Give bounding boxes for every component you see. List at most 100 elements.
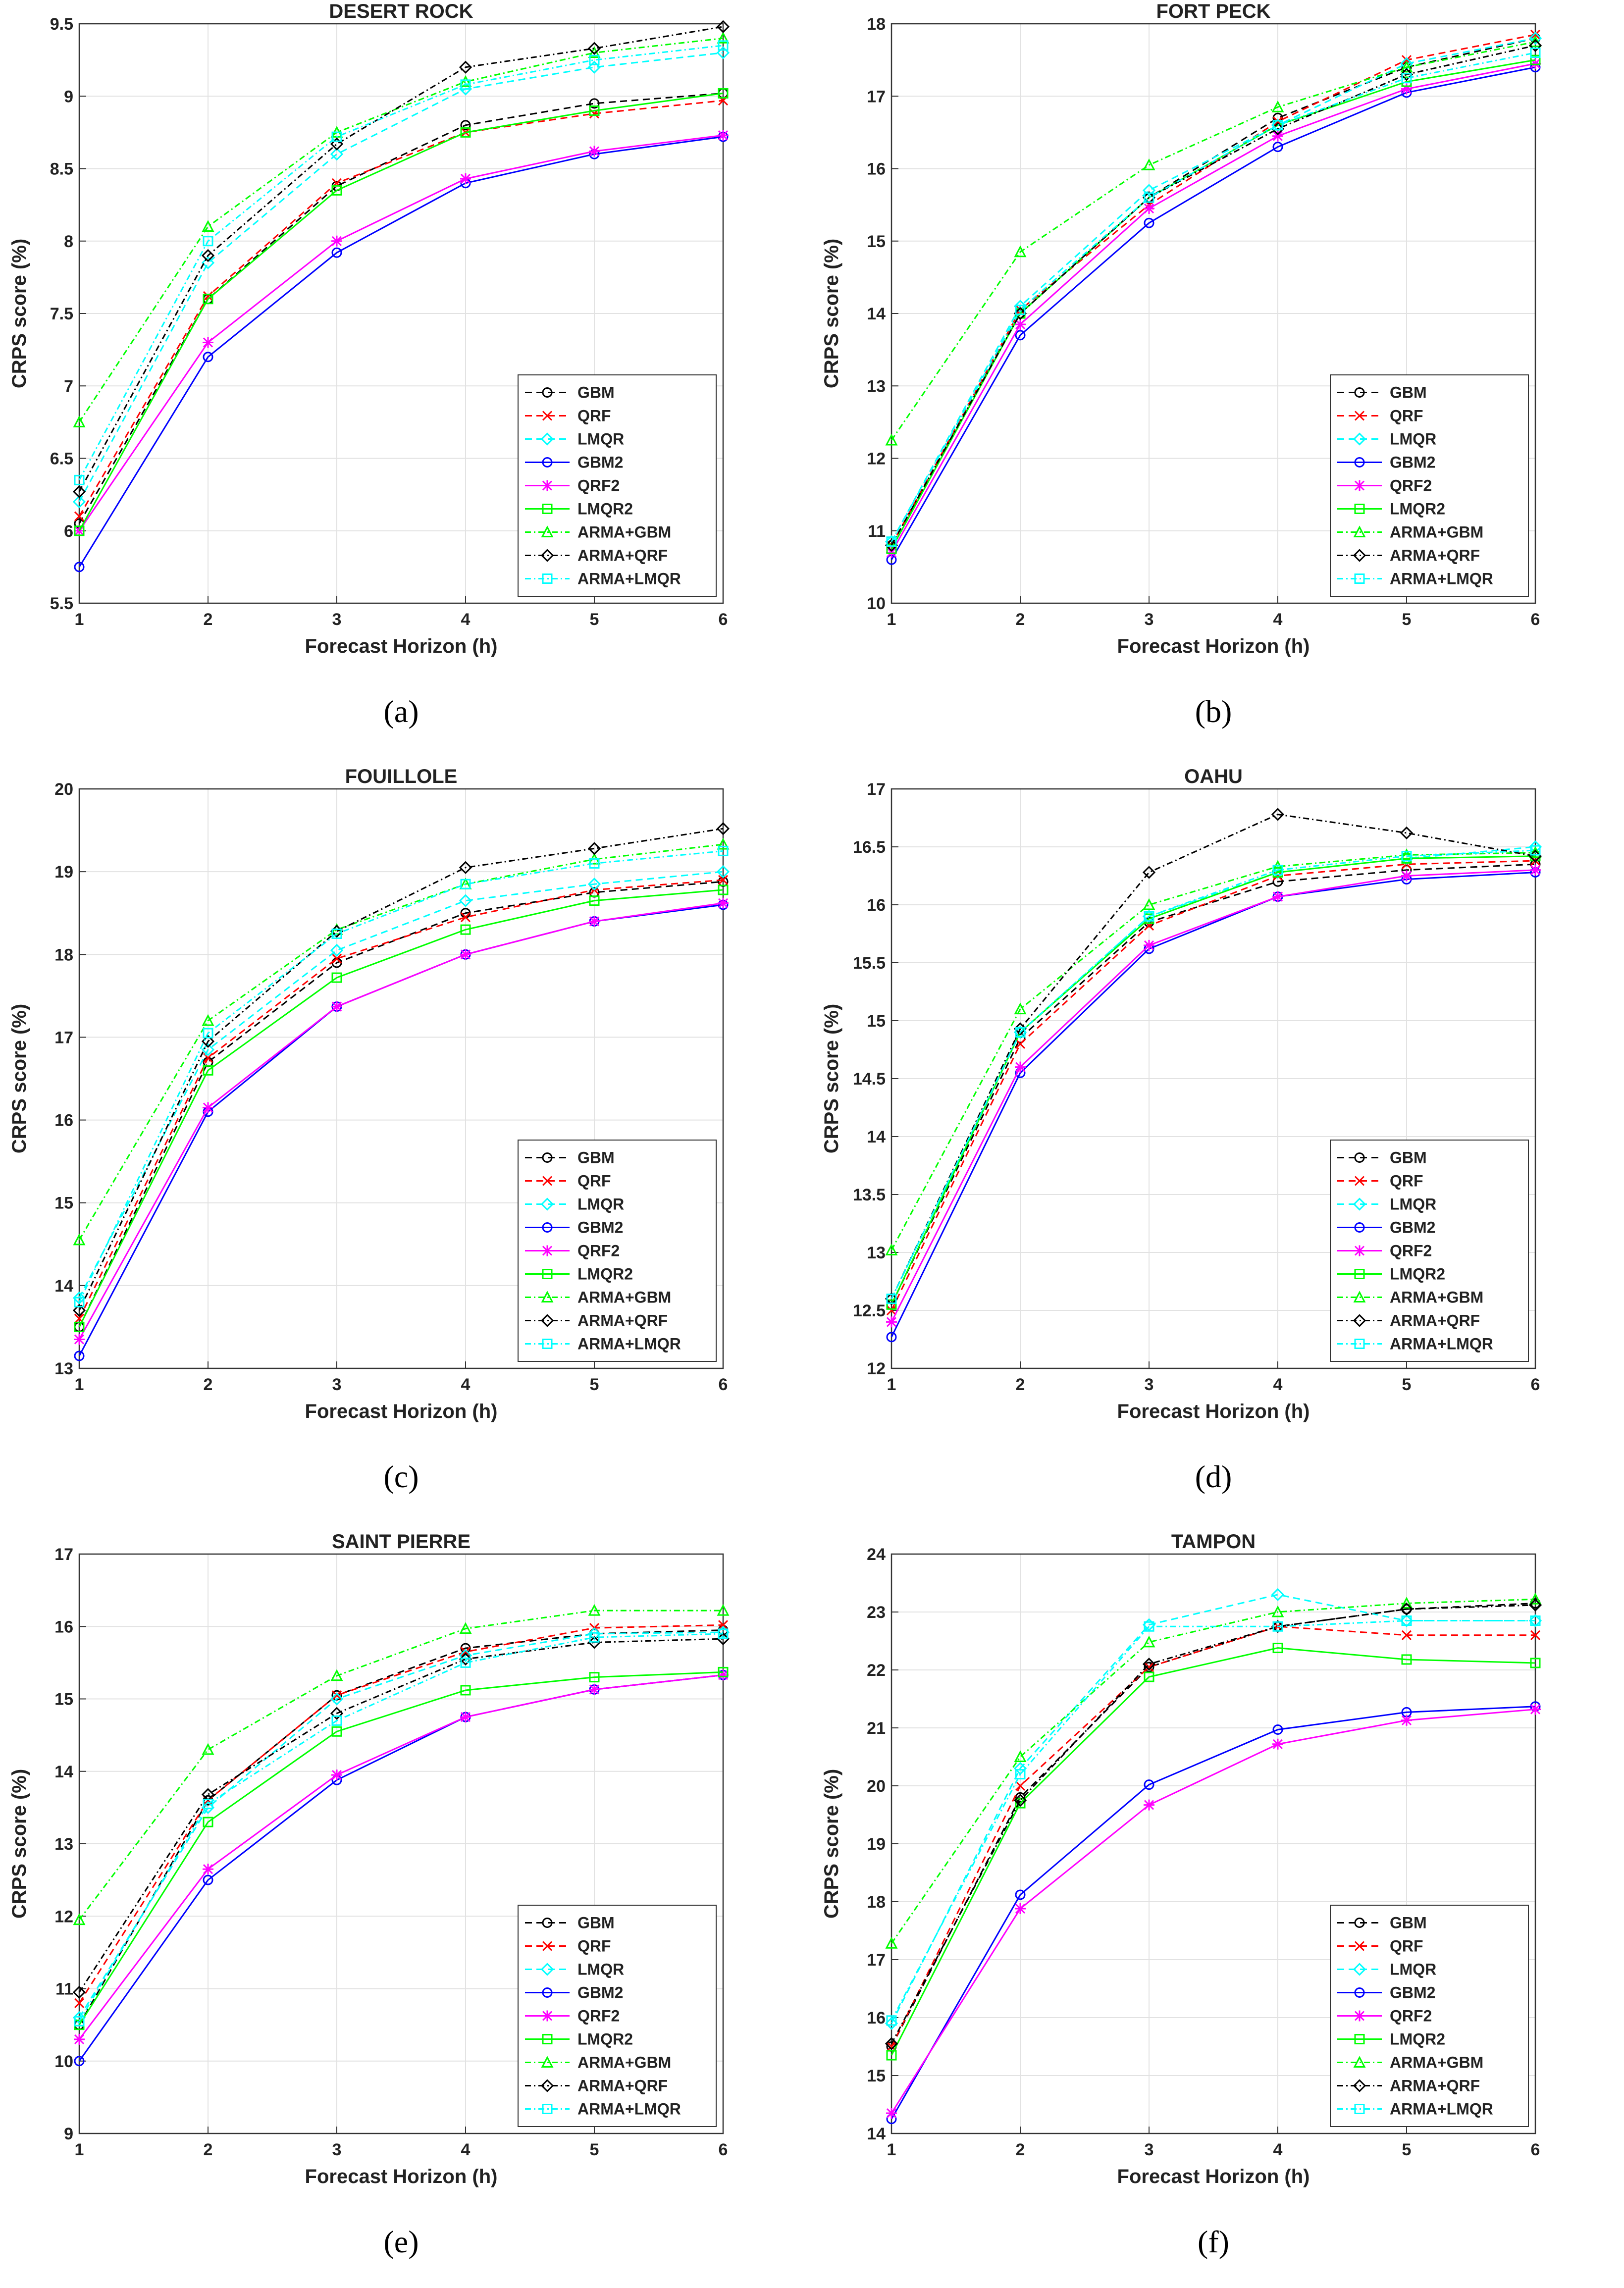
chart-title: FOUILLOLE xyxy=(345,766,458,787)
y-tick-label: 9 xyxy=(64,2125,73,2143)
y-tick-label: 23 xyxy=(867,1603,886,1622)
data-point xyxy=(331,1690,342,1701)
legend-marker xyxy=(542,411,553,421)
legend-label: ARMA+LMQR xyxy=(577,570,681,588)
legend-label: ARMA+QRF xyxy=(1390,1312,1480,1330)
y-axis-label: CRPS score (%) xyxy=(821,239,842,388)
series-lmqr2 xyxy=(886,1643,1541,2061)
data-point xyxy=(72,485,86,498)
data-point xyxy=(460,127,471,138)
axes-box xyxy=(78,788,724,1369)
data-point xyxy=(1530,29,1541,40)
data-point xyxy=(589,1672,600,1683)
data-point xyxy=(589,54,600,65)
series-line xyxy=(78,92,724,531)
series-line xyxy=(891,34,1536,546)
data-point xyxy=(1015,330,1026,341)
x-tick-label: 3 xyxy=(1145,1375,1154,1394)
data-point xyxy=(718,1620,729,1630)
data-point xyxy=(1142,1618,1156,1631)
data-point xyxy=(885,433,898,446)
data-point xyxy=(1143,1635,1155,1648)
data-point xyxy=(459,82,472,96)
legend-marker xyxy=(542,2034,553,2044)
legend-marker xyxy=(1353,1291,1366,1302)
data-point xyxy=(885,1244,898,1255)
series-line xyxy=(78,26,724,492)
series-arma-gbm xyxy=(73,1604,730,1925)
data-point xyxy=(1401,1715,1412,1726)
x-axis-label: Forecast Horizon (h) xyxy=(1117,635,1310,657)
y-tick-label: 21 xyxy=(867,1719,886,1738)
data-point xyxy=(1272,891,1283,902)
data-point xyxy=(718,884,729,895)
legend-label: QRF xyxy=(577,407,611,425)
y-tick-label: 5.5 xyxy=(50,594,73,613)
y-tick-label: 18 xyxy=(54,945,73,964)
y-tick-label: 12.5 xyxy=(853,1301,886,1320)
data-point xyxy=(1272,130,1283,142)
series-line xyxy=(78,889,724,1328)
legend-marker xyxy=(541,1291,554,1302)
x-axis-label: Forecast Horizon (h) xyxy=(305,1401,498,1422)
legend-label: GBM2 xyxy=(1390,1219,1435,1237)
legend-label: ARMA+GBM xyxy=(577,523,671,541)
legend-label: LMQR xyxy=(577,430,624,448)
series-line xyxy=(891,66,1536,560)
data-point xyxy=(1530,54,1541,65)
data-point xyxy=(460,120,471,131)
legend-label: LMQR2 xyxy=(577,2030,633,2048)
legend-label: LMQR2 xyxy=(577,500,633,518)
legend-label: ARMA+LMQR xyxy=(577,1335,681,1353)
legend-label: LMQR2 xyxy=(1390,2030,1445,2048)
y-tick-label: 16.5 xyxy=(853,838,886,857)
series-line xyxy=(78,902,724,1340)
data-point xyxy=(74,525,85,536)
axes-box xyxy=(78,23,724,604)
series-line xyxy=(78,100,724,517)
legend-marker xyxy=(542,1222,553,1233)
data-point xyxy=(1401,1630,1412,1640)
data-point xyxy=(1143,158,1155,170)
data-point xyxy=(1528,1598,1542,1612)
legend-label: ARMA+GBM xyxy=(577,2054,671,2072)
y-tick-label: 10 xyxy=(867,594,886,613)
y-tick-label: 24 xyxy=(867,1545,886,1564)
data-point xyxy=(1144,1662,1154,1672)
series-lmqr2 xyxy=(74,884,729,1332)
y-tick-label: 16 xyxy=(54,1111,73,1130)
data-point xyxy=(886,1316,897,1328)
legend: GBM QRF LMQR GBM2 QRF2 LMQR2 ARMA+GBM ARMA+QRF A… xyxy=(1330,1905,1529,2127)
data-point xyxy=(1013,1762,1027,1775)
legend-label: QRF2 xyxy=(1390,477,1432,495)
data-point xyxy=(1272,1621,1283,1632)
data-point xyxy=(331,929,342,939)
data-point xyxy=(203,1799,213,1810)
series-line xyxy=(891,869,1536,1323)
y-tick-label: 8 xyxy=(64,232,73,251)
data-point xyxy=(1014,1750,1027,1762)
data-point xyxy=(203,1028,213,1039)
x-tick-label: 5 xyxy=(590,610,599,629)
data-point xyxy=(331,185,342,196)
data-point xyxy=(1400,1597,1413,1609)
y-tick-label: 17 xyxy=(867,780,886,799)
data-point xyxy=(1401,870,1412,882)
x-tick-label: 1 xyxy=(887,2140,896,2159)
legend-marker xyxy=(1353,1963,1366,1976)
y-tick-label: 18 xyxy=(867,1893,886,1912)
x-tick-label: 4 xyxy=(1273,610,1283,629)
chart-panel: 1 2 3 4 5 6 5.5 6 6.5 7 7.5 8 8.5 9 9.5 DESERT ROCK Fore… xyxy=(0,0,792,758)
data-point xyxy=(1401,1615,1412,1626)
data-point xyxy=(74,1297,85,1307)
data-point xyxy=(1400,60,1413,73)
data-point xyxy=(459,861,472,874)
y-tick-label: 13 xyxy=(54,1835,73,1854)
axes-box xyxy=(891,788,1536,1369)
legend: GBM QRF LMQR GBM2 QRF2 LMQR2 ARMA+GBM ARMA+QRF A… xyxy=(1330,374,1529,597)
data-point xyxy=(589,98,600,109)
series-line xyxy=(891,852,1536,1251)
axes-box xyxy=(78,1553,724,2134)
data-point xyxy=(1272,1724,1283,1735)
legend-label: QRF xyxy=(1390,1172,1423,1190)
